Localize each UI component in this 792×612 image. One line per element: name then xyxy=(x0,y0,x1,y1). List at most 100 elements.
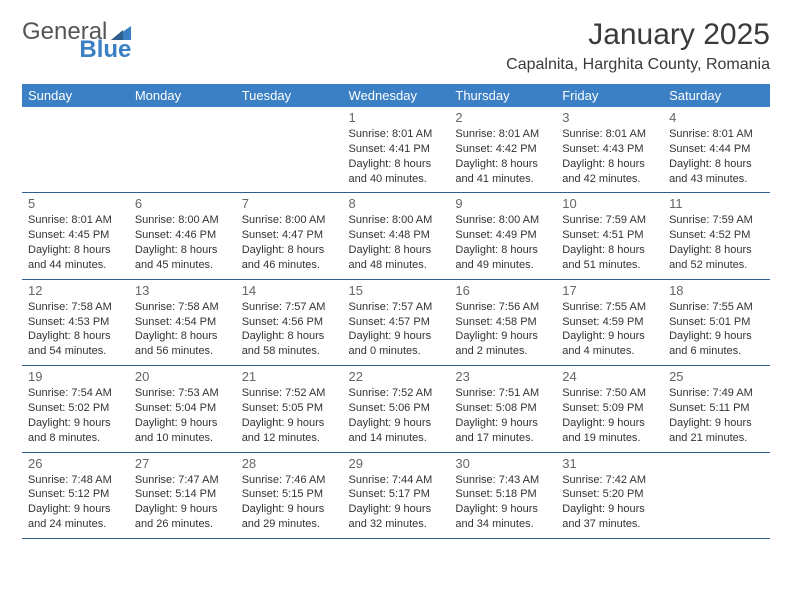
sunset-line: Sunset: 4:57 PM xyxy=(349,315,444,330)
sunrise-line: Sunrise: 7:58 AM xyxy=(28,300,123,315)
daylight-line-2: and 21 minutes. xyxy=(669,431,764,446)
daylight-line-2: and 41 minutes. xyxy=(455,172,550,187)
daylight-line-2: and 37 minutes. xyxy=(562,517,657,532)
calendar-cell: 13Sunrise: 7:58 AMSunset: 4:54 PMDayligh… xyxy=(129,279,236,365)
calendar-cell: 6Sunrise: 8:00 AMSunset: 4:46 PMDaylight… xyxy=(129,193,236,279)
calendar-cell: 7Sunrise: 8:00 AMSunset: 4:47 PMDaylight… xyxy=(236,193,343,279)
sunset-line: Sunset: 5:18 PM xyxy=(455,487,550,502)
daylight-line-2: and 51 minutes. xyxy=(562,258,657,273)
day-number: 18 xyxy=(669,283,764,298)
calendar-cell: 3Sunrise: 8:01 AMSunset: 4:43 PMDaylight… xyxy=(556,107,663,193)
sunrise-line: Sunrise: 8:00 AM xyxy=(242,213,337,228)
calendar-cell: 27Sunrise: 7:47 AMSunset: 5:14 PMDayligh… xyxy=(129,452,236,538)
sunset-line: Sunset: 4:54 PM xyxy=(135,315,230,330)
daylight-line-2: and 4 minutes. xyxy=(562,344,657,359)
sunset-line: Sunset: 5:15 PM xyxy=(242,487,337,502)
day-header: Saturday xyxy=(663,84,770,107)
day-number: 23 xyxy=(455,369,550,384)
page-title: January 2025 xyxy=(506,18,770,52)
daylight-line-2: and 45 minutes. xyxy=(135,258,230,273)
sunset-line: Sunset: 5:20 PM xyxy=(562,487,657,502)
calendar-header-row: SundayMondayTuesdayWednesdayThursdayFrid… xyxy=(22,84,770,107)
daylight-line-1: Daylight: 8 hours xyxy=(242,243,337,258)
calendar-cell: 19Sunrise: 7:54 AMSunset: 5:02 PMDayligh… xyxy=(22,366,129,452)
day-number: 29 xyxy=(349,456,444,471)
daylight-line-1: Daylight: 9 hours xyxy=(349,502,444,517)
daylight-line-1: Daylight: 9 hours xyxy=(242,416,337,431)
sunrise-line: Sunrise: 7:52 AM xyxy=(242,386,337,401)
daylight-line-1: Daylight: 9 hours xyxy=(455,502,550,517)
calendar-cell: 20Sunrise: 7:53 AMSunset: 5:04 PMDayligh… xyxy=(129,366,236,452)
day-number: 2 xyxy=(455,110,550,125)
daylight-line-1: Daylight: 9 hours xyxy=(669,416,764,431)
calendar-cell: 26Sunrise: 7:48 AMSunset: 5:12 PMDayligh… xyxy=(22,452,129,538)
daylight-line-1: Daylight: 8 hours xyxy=(349,243,444,258)
sunrise-line: Sunrise: 7:49 AM xyxy=(669,386,764,401)
sunrise-line: Sunrise: 7:56 AM xyxy=(455,300,550,315)
daylight-line-1: Daylight: 9 hours xyxy=(455,329,550,344)
day-header: Tuesday xyxy=(236,84,343,107)
daylight-line-1: Daylight: 9 hours xyxy=(28,416,123,431)
sunset-line: Sunset: 4:43 PM xyxy=(562,142,657,157)
sunrise-line: Sunrise: 7:50 AM xyxy=(562,386,657,401)
day-number: 8 xyxy=(349,196,444,211)
daylight-line-2: and 46 minutes. xyxy=(242,258,337,273)
day-number: 20 xyxy=(135,369,230,384)
calendar-cell: 18Sunrise: 7:55 AMSunset: 5:01 PMDayligh… xyxy=(663,279,770,365)
sunset-line: Sunset: 5:08 PM xyxy=(455,401,550,416)
sunset-line: Sunset: 5:02 PM xyxy=(28,401,123,416)
daylight-line-2: and 43 minutes. xyxy=(669,172,764,187)
day-number: 17 xyxy=(562,283,657,298)
sunset-line: Sunset: 4:59 PM xyxy=(562,315,657,330)
day-number: 14 xyxy=(242,283,337,298)
calendar-row: 19Sunrise: 7:54 AMSunset: 5:02 PMDayligh… xyxy=(22,366,770,452)
daylight-line-1: Daylight: 9 hours xyxy=(28,502,123,517)
day-number: 22 xyxy=(349,369,444,384)
sunrise-line: Sunrise: 7:42 AM xyxy=(562,473,657,488)
calendar-cell: 1Sunrise: 8:01 AMSunset: 4:41 PMDaylight… xyxy=(343,107,450,193)
day-number: 10 xyxy=(562,196,657,211)
sunset-line: Sunset: 4:45 PM xyxy=(28,228,123,243)
calendar-cell: 8Sunrise: 8:00 AMSunset: 4:48 PMDaylight… xyxy=(343,193,450,279)
daylight-line-1: Daylight: 9 hours xyxy=(349,329,444,344)
sunset-line: Sunset: 5:14 PM xyxy=(135,487,230,502)
daylight-line-2: and 42 minutes. xyxy=(562,172,657,187)
calendar-cell: 16Sunrise: 7:56 AMSunset: 4:58 PMDayligh… xyxy=(449,279,556,365)
daylight-line-1: Daylight: 8 hours xyxy=(455,243,550,258)
daylight-line-1: Daylight: 8 hours xyxy=(349,157,444,172)
sunrise-line: Sunrise: 7:51 AM xyxy=(455,386,550,401)
sunset-line: Sunset: 4:46 PM xyxy=(135,228,230,243)
day-number: 30 xyxy=(455,456,550,471)
daylight-line-1: Daylight: 8 hours xyxy=(28,243,123,258)
sunset-line: Sunset: 4:48 PM xyxy=(349,228,444,243)
calendar-cell xyxy=(236,107,343,193)
daylight-line-1: Daylight: 9 hours xyxy=(562,416,657,431)
daylight-line-2: and 6 minutes. xyxy=(669,344,764,359)
sunrise-line: Sunrise: 7:43 AM xyxy=(455,473,550,488)
sunrise-line: Sunrise: 8:01 AM xyxy=(669,127,764,142)
daylight-line-2: and 10 minutes. xyxy=(135,431,230,446)
calendar-cell xyxy=(22,107,129,193)
day-number: 25 xyxy=(669,369,764,384)
calendar-cell: 21Sunrise: 7:52 AMSunset: 5:05 PMDayligh… xyxy=(236,366,343,452)
sunrise-line: Sunrise: 8:01 AM xyxy=(28,213,123,228)
day-number: 6 xyxy=(135,196,230,211)
header: General Blue January 2025 Capalnita, Har… xyxy=(22,18,770,74)
daylight-line-2: and 48 minutes. xyxy=(349,258,444,273)
day-number: 12 xyxy=(28,283,123,298)
daylight-line-2: and 26 minutes. xyxy=(135,517,230,532)
calendar-table: SundayMondayTuesdayWednesdayThursdayFrid… xyxy=(22,84,770,539)
calendar-cell: 4Sunrise: 8:01 AMSunset: 4:44 PMDaylight… xyxy=(663,107,770,193)
daylight-line-2: and 32 minutes. xyxy=(349,517,444,532)
calendar-row: 1Sunrise: 8:01 AMSunset: 4:41 PMDaylight… xyxy=(22,107,770,193)
sunrise-line: Sunrise: 8:00 AM xyxy=(455,213,550,228)
sunrise-line: Sunrise: 7:48 AM xyxy=(28,473,123,488)
day-number: 4 xyxy=(669,110,764,125)
calendar-cell: 10Sunrise: 7:59 AMSunset: 4:51 PMDayligh… xyxy=(556,193,663,279)
daylight-line-1: Daylight: 8 hours xyxy=(669,243,764,258)
daylight-line-2: and 0 minutes. xyxy=(349,344,444,359)
daylight-line-1: Daylight: 8 hours xyxy=(562,157,657,172)
daylight-line-2: and 44 minutes. xyxy=(28,258,123,273)
sunrise-line: Sunrise: 8:01 AM xyxy=(455,127,550,142)
sunrise-line: Sunrise: 7:46 AM xyxy=(242,473,337,488)
